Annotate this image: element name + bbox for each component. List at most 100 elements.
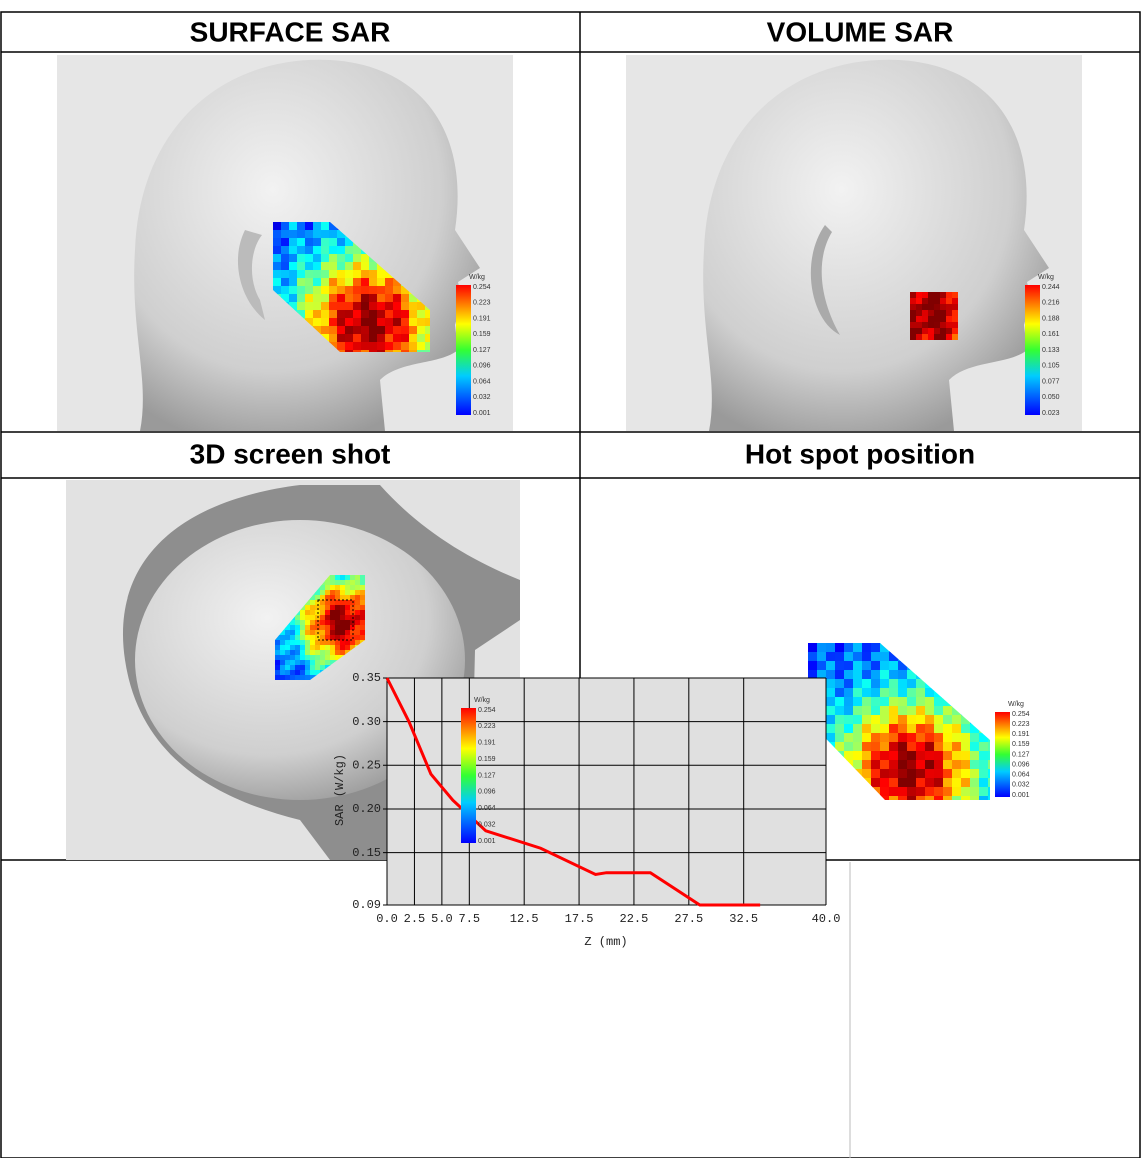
heat-cell <box>320 620 326 626</box>
heat-cell <box>961 769 971 779</box>
heat-cell <box>290 665 296 671</box>
heat-cell <box>889 778 899 788</box>
heat-cell <box>360 625 365 631</box>
heat-cell <box>940 322 947 329</box>
heat-cell <box>305 610 311 616</box>
heat-cell <box>871 679 881 689</box>
heat-cell <box>898 769 908 779</box>
heat-cell <box>361 286 370 295</box>
heat-cell <box>325 610 331 616</box>
heat-cell <box>862 787 872 797</box>
heat-cell <box>970 661 980 671</box>
heat-cell <box>916 688 926 698</box>
heat-cell <box>898 652 908 662</box>
heat-cell <box>970 733 980 743</box>
heat-cell <box>310 630 316 636</box>
heat-cell <box>934 733 944 743</box>
heat-cell <box>979 751 989 761</box>
heat-cell <box>280 650 286 656</box>
heat-cell <box>862 796 872 800</box>
heat-cell <box>345 640 351 646</box>
colorbar-label: 0.001 <box>473 410 491 417</box>
heat-cell <box>835 769 845 779</box>
heat-cell <box>946 298 953 305</box>
heat-cell <box>844 643 854 653</box>
heat-cell <box>329 326 338 335</box>
heat-cell <box>310 650 316 656</box>
heat-cell <box>898 688 908 698</box>
heat-cell <box>289 254 298 263</box>
heat-cell <box>321 278 330 287</box>
heat-cell <box>300 640 306 646</box>
heat-cell <box>315 660 321 666</box>
heat-cell <box>970 760 980 770</box>
heat-cell <box>355 595 361 601</box>
heat-cell <box>385 286 394 295</box>
heat-cell <box>289 270 298 279</box>
heat-cell <box>988 661 990 671</box>
heat-cell <box>952 310 958 317</box>
heat-cell <box>355 640 361 646</box>
heat-cell <box>826 733 836 743</box>
heat-cell <box>835 715 845 725</box>
heat-cell <box>853 778 863 788</box>
heat-cell <box>934 787 944 797</box>
heat-cell <box>835 652 845 662</box>
heat-cell <box>409 342 418 351</box>
heat-cell <box>925 679 935 689</box>
heat-cell <box>335 645 341 651</box>
colorbar-label: 0.223 <box>473 300 491 307</box>
heat-cell <box>871 643 881 653</box>
heat-cell <box>313 246 322 255</box>
heat-cell <box>273 230 282 239</box>
heat-cell <box>361 342 370 351</box>
heat-cell <box>928 328 935 335</box>
heat-cell <box>360 610 365 616</box>
heat-cell <box>853 769 863 779</box>
heat-cell <box>313 286 322 295</box>
heat-cell <box>320 585 326 591</box>
colorbar-label: 0.096 <box>1012 761 1030 768</box>
heat-cell <box>313 254 322 263</box>
heat-cell <box>350 585 356 591</box>
heat-cell <box>340 635 346 641</box>
heat-cell <box>340 605 346 611</box>
heat-cell <box>943 652 953 662</box>
hotspot-box <box>317 599 354 641</box>
heat-cell <box>297 246 306 255</box>
heat-cell <box>910 328 917 335</box>
heat-cell <box>353 254 362 263</box>
heat-cell <box>353 326 362 335</box>
heat-cell <box>330 580 336 586</box>
heat-cell <box>325 625 331 631</box>
heat-cell <box>353 246 362 255</box>
heat-cell <box>835 796 845 800</box>
x-tick-label: 22.5 <box>620 912 649 926</box>
heat-cell <box>273 238 282 247</box>
heat-cell <box>290 645 296 651</box>
heat-cell <box>325 635 331 641</box>
heat-cell <box>844 769 854 779</box>
colorbar-label: 0.064 <box>1012 772 1030 779</box>
heat-cell <box>335 610 341 616</box>
heat-cell <box>889 787 899 797</box>
heat-cell <box>979 796 989 800</box>
y-tick-label: 0.30 <box>352 715 381 729</box>
heat-cell <box>952 751 962 761</box>
heat-cell <box>393 286 402 295</box>
heat-cell <box>321 318 330 327</box>
heat-cell <box>401 294 410 303</box>
heat-cell <box>988 796 990 800</box>
heat-cell <box>425 318 430 327</box>
heat-cell <box>360 585 365 591</box>
heat-cell <box>898 760 908 770</box>
colorbar-label: 0.105 <box>1042 363 1060 370</box>
heat-cell <box>330 645 336 651</box>
heat-cell <box>377 270 386 279</box>
heat-cell <box>385 294 394 303</box>
heat-cell <box>360 630 365 636</box>
heat-cell <box>907 715 917 725</box>
heat-cell <box>355 610 361 616</box>
heat-cell <box>862 670 872 680</box>
